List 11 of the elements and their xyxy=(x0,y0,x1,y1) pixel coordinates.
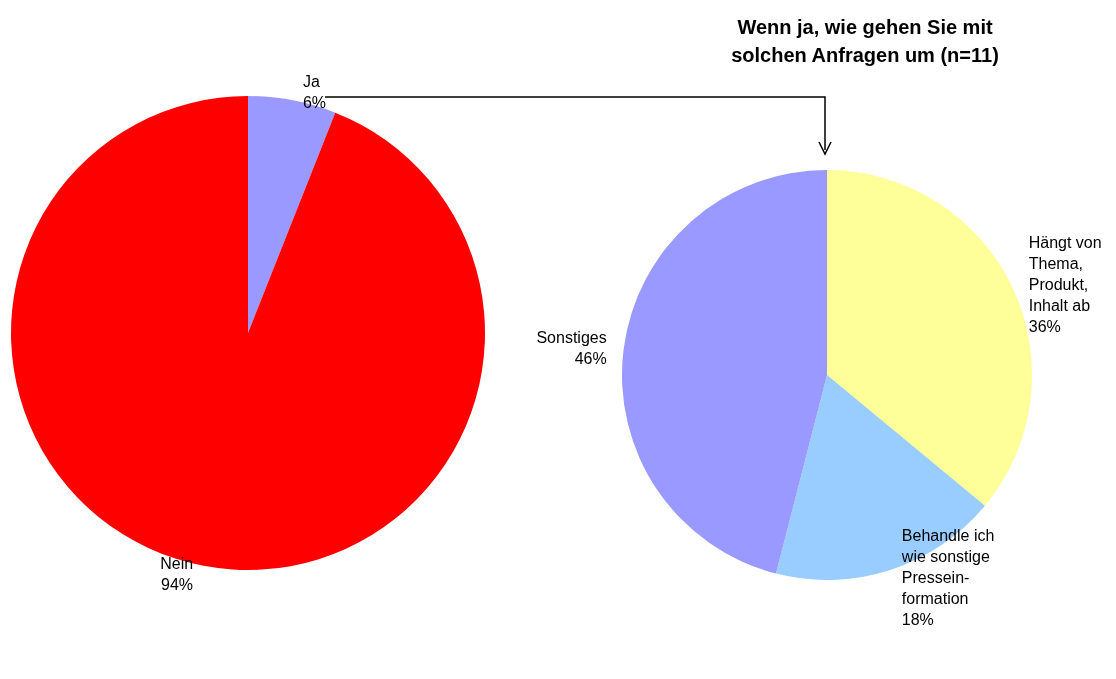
data-label: 6% xyxy=(302,94,327,112)
data-label: 36% xyxy=(1028,317,1061,335)
slice-label: Ja xyxy=(302,73,320,91)
slice-label: Behandle ich wie sonstige Pressein- formation xyxy=(900,527,995,608)
chart-title: Wenn ja, wie gehen Sie mit solchen Anfragen um (n=11) xyxy=(731,16,999,66)
slice-label: Sonstiges xyxy=(536,329,607,347)
slice-label: Hängt von Thema, Produkt, Inhalt ab xyxy=(1028,233,1102,314)
data-label: 94% xyxy=(161,575,194,593)
data-label: 18% xyxy=(901,611,934,629)
slice-label: Nein xyxy=(160,554,194,572)
data-label: 46% xyxy=(574,350,607,368)
